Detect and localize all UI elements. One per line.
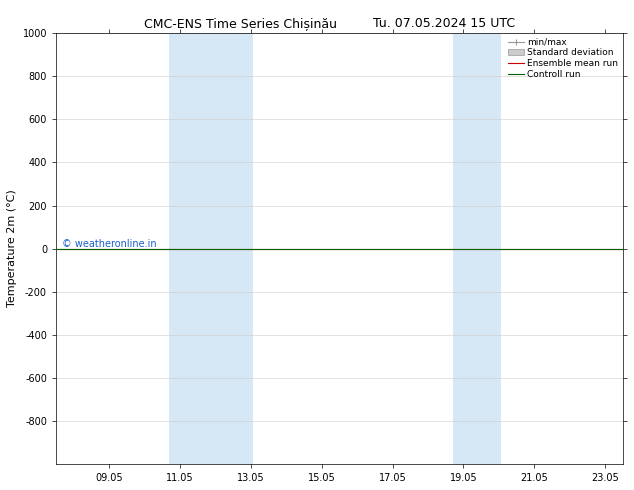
Bar	[453, 33, 501, 464]
Text: © weatheronline.in: © weatheronline.in	[61, 239, 157, 248]
Text: CMC-ENS Time Series Chișinău: CMC-ENS Time Series Chișinău	[145, 17, 337, 30]
Text: Tu. 07.05.2024 15 UTC: Tu. 07.05.2024 15 UTC	[373, 17, 515, 30]
Legend: min/max, Standard deviation, Ensemble mean run, Controll run: min/max, Standard deviation, Ensemble me…	[506, 36, 620, 81]
Bar	[169, 33, 253, 464]
Y-axis label: Temperature 2m (°C): Temperature 2m (°C)	[7, 190, 17, 307]
